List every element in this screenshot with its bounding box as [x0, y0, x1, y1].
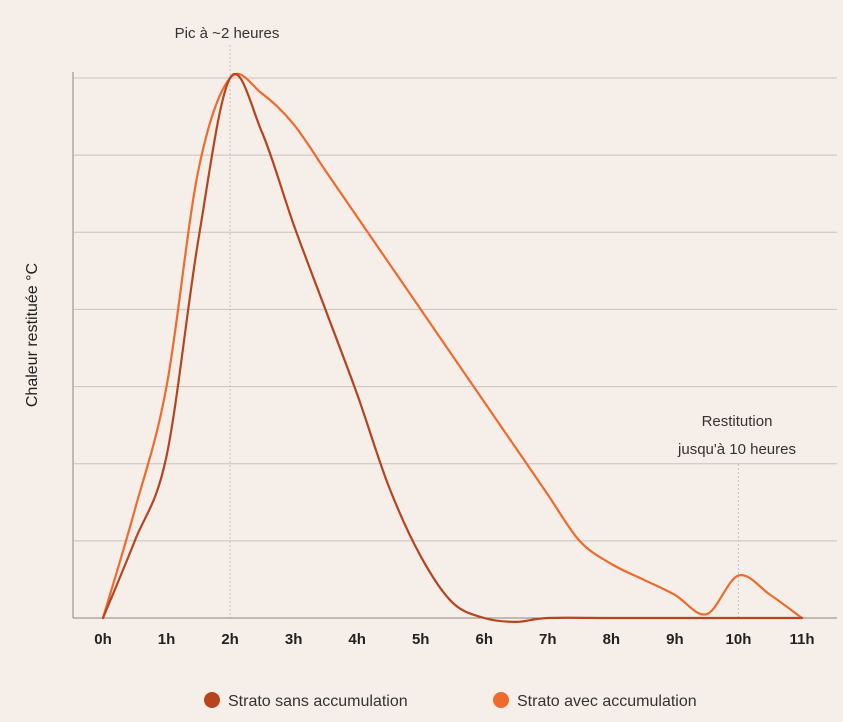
x-tick-label: 11h	[789, 631, 814, 648]
x-tick-label: 10h	[726, 631, 752, 648]
legend-swatch	[204, 692, 220, 708]
x-tick-label: 9h	[666, 631, 684, 648]
series-line-strato-sans-accumulation	[101, 73, 804, 623]
x-tick-label: 7h	[539, 631, 557, 648]
axes	[72, 72, 837, 619]
restitution-annotation-line-2: jusqu'à 10 heures	[677, 441, 796, 458]
legend: Strato sans accumulation Strato avec accu…	[204, 692, 697, 710]
legend-label: Strato avec accumulation	[517, 693, 697, 710]
x-tick-labels: 0h 1h 2h 3h 4h 5h 6h 7h 8h 9h 10h 11h	[94, 631, 814, 648]
vertical-guides	[229, 45, 739, 618]
y-axis-label: Chaleur restituée °C	[24, 263, 41, 407]
x-tick-label: 2h	[221, 631, 239, 648]
x-tick-label: 8h	[603, 631, 621, 648]
peak-annotation: Pic à ~2 heures	[175, 25, 280, 42]
x-tick-label: 0h	[94, 631, 112, 648]
annotations: Pic à ~2 heures Restitution jusqu'à 10 heu…	[175, 25, 796, 458]
x-tick-label: 6h	[476, 631, 494, 648]
x-tick-label: 1h	[158, 631, 176, 648]
x-tick-label: 5h	[412, 631, 430, 648]
series-lines	[101, 72, 804, 623]
legend-label: Strato sans accumulation	[228, 693, 408, 710]
legend-swatch	[493, 692, 509, 708]
series-line-strato-avec-accumulation	[101, 72, 804, 620]
x-tick-label: 4h	[348, 631, 366, 648]
restitution-annotation-line-1: Restitution	[702, 413, 773, 430]
x-tick-label: 3h	[285, 631, 303, 648]
